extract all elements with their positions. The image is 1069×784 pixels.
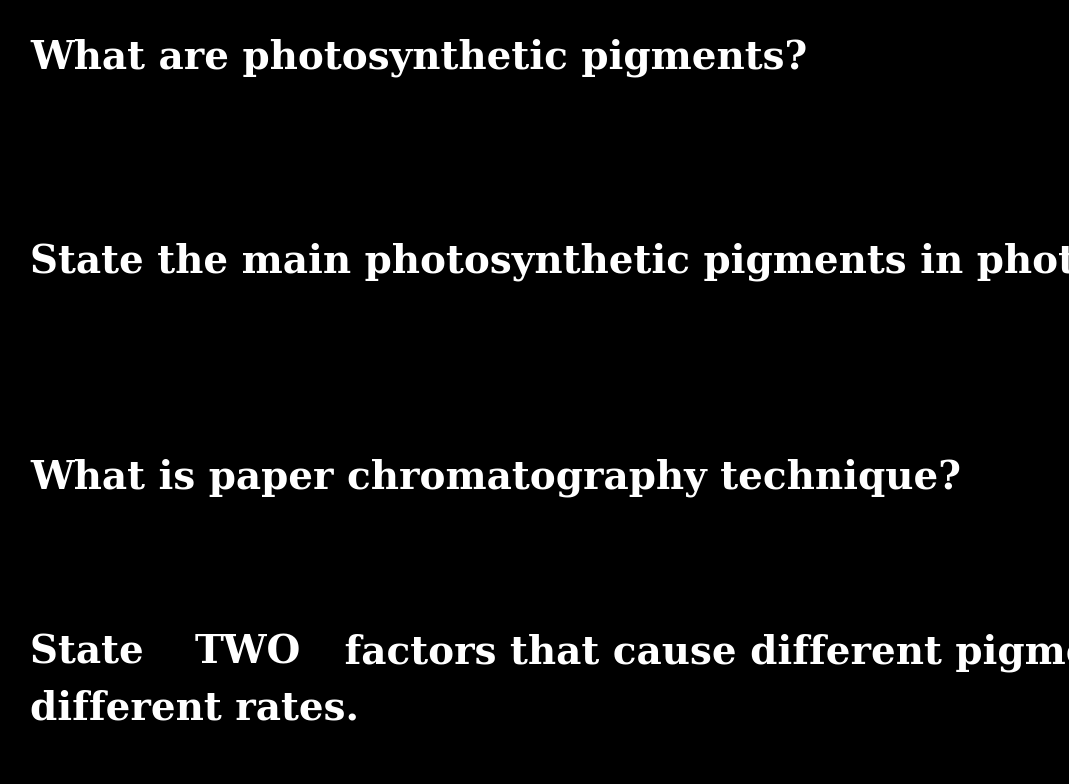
Text: State: State xyxy=(30,634,157,672)
Text: What is paper chromatography technique?: What is paper chromatography technique? xyxy=(30,458,961,496)
Text: different rates.: different rates. xyxy=(30,690,359,728)
Text: factors that cause different pigments to move at: factors that cause different pigments to… xyxy=(331,634,1069,673)
Text: TWO: TWO xyxy=(195,634,300,672)
Text: What are photosynthetic pigments?: What are photosynthetic pigments? xyxy=(30,38,807,77)
Text: State the main photosynthetic pigments in photosynthesis.: State the main photosynthetic pigments i… xyxy=(30,242,1069,281)
